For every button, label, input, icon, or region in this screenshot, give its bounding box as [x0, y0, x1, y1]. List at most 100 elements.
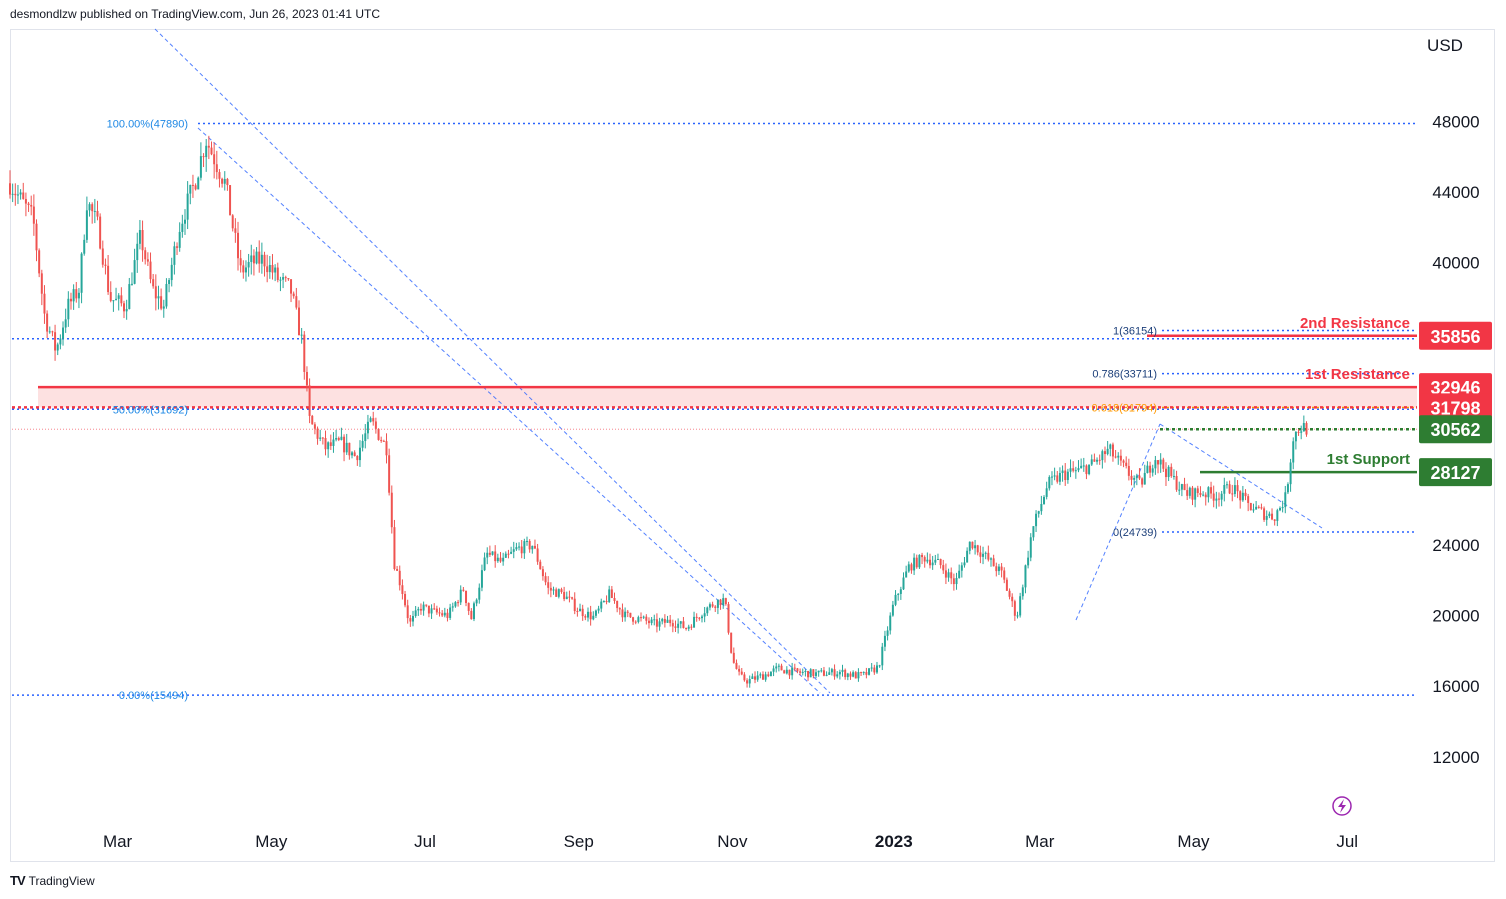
candle-down — [568, 596, 571, 598]
candle-up — [1300, 431, 1303, 433]
candle-down — [109, 292, 112, 301]
candle-up — [1202, 494, 1205, 496]
candle-down — [1305, 423, 1308, 435]
y-tick-label: 24000 — [1432, 536, 1479, 555]
candle-down — [374, 421, 377, 429]
candle-down — [382, 440, 385, 442]
candle-down — [343, 436, 346, 453]
candle-down — [43, 293, 46, 314]
candle-down — [576, 611, 579, 613]
candle-down — [231, 215, 234, 229]
candle-down — [221, 178, 224, 184]
candle-down — [210, 147, 213, 155]
candle-down — [799, 671, 802, 673]
candle-down — [276, 267, 279, 280]
price-badge-value: 30562 — [1430, 420, 1480, 440]
candle-down — [324, 437, 327, 450]
candle-down — [22, 192, 25, 199]
candle-up — [59, 338, 62, 345]
candle-up — [260, 254, 263, 264]
candle-down — [385, 441, 388, 456]
candle-down — [854, 672, 857, 679]
candle-down — [32, 206, 35, 224]
candle-down — [724, 598, 727, 605]
candle-down — [303, 334, 306, 372]
candle-up — [926, 559, 929, 562]
candle-up — [700, 616, 703, 619]
tradingview-logo-icon: TV — [10, 873, 26, 888]
candle-up — [93, 210, 96, 212]
candle-down — [465, 590, 468, 603]
candle-down — [287, 278, 290, 280]
candle-down — [632, 617, 635, 622]
candle-up — [364, 433, 367, 441]
candle-down — [573, 598, 576, 612]
candle-up — [637, 617, 640, 622]
candle-up — [56, 344, 59, 351]
candle-down — [738, 668, 741, 672]
candle-down — [1183, 484, 1186, 491]
candle-down — [96, 210, 99, 217]
candle-down — [213, 154, 216, 165]
candle-up — [902, 577, 905, 590]
candle-down — [507, 553, 510, 555]
candle-up — [592, 615, 595, 620]
candle-up — [905, 571, 908, 578]
candle-up — [515, 547, 518, 550]
candle-down — [563, 591, 566, 600]
candle-up — [85, 210, 88, 240]
x-tick-label: 2023 — [875, 832, 913, 851]
candle-up — [112, 300, 115, 302]
candle-down — [226, 178, 229, 186]
candle-up — [502, 557, 505, 562]
candle-up — [772, 668, 775, 672]
trendline — [197, 127, 821, 694]
candle-up — [889, 615, 892, 631]
candle-up — [486, 552, 489, 558]
candle-up — [1101, 451, 1104, 461]
candle-up — [1281, 507, 1284, 509]
price-badge — [1419, 458, 1492, 487]
candle-down — [40, 273, 43, 294]
candle-down — [783, 670, 786, 674]
candle-down — [380, 439, 383, 441]
candle-up — [815, 672, 818, 676]
candle-down — [616, 600, 619, 609]
candle-down — [610, 589, 613, 598]
x-tick-label: Jul — [1336, 832, 1358, 851]
candle-down — [401, 585, 404, 594]
candle-up — [1048, 477, 1051, 489]
candle-down — [1085, 465, 1088, 475]
candle-down — [1273, 519, 1276, 521]
candle-down — [1162, 459, 1165, 469]
candle-up — [1045, 488, 1048, 497]
candle-down — [560, 589, 563, 592]
candle-up — [274, 267, 277, 273]
candle-up — [960, 565, 963, 571]
candle-down — [237, 232, 240, 259]
candle-up — [565, 596, 568, 600]
candle-up — [679, 621, 682, 624]
lightning-icon[interactable] — [1332, 796, 1352, 816]
candle-up — [1207, 487, 1210, 498]
trendline — [154, 28, 831, 694]
candle-down — [655, 619, 658, 627]
candle-up — [1053, 475, 1056, 477]
candle-up — [931, 562, 934, 566]
candle-down — [149, 261, 152, 280]
candle-up — [947, 572, 950, 578]
candle-down — [618, 608, 621, 610]
candle-up — [483, 557, 486, 571]
candle-down — [767, 674, 770, 677]
fib-left-label: 50.00%(31692) — [113, 404, 188, 416]
candle-down — [1000, 566, 1003, 571]
candle-up — [72, 289, 75, 302]
candle-down — [788, 669, 791, 676]
candle-up — [852, 672, 855, 677]
candle-down — [1191, 487, 1194, 500]
candle-up — [244, 267, 247, 273]
candle-down — [844, 669, 847, 678]
candle-down — [520, 546, 523, 554]
candle-down — [995, 566, 998, 572]
